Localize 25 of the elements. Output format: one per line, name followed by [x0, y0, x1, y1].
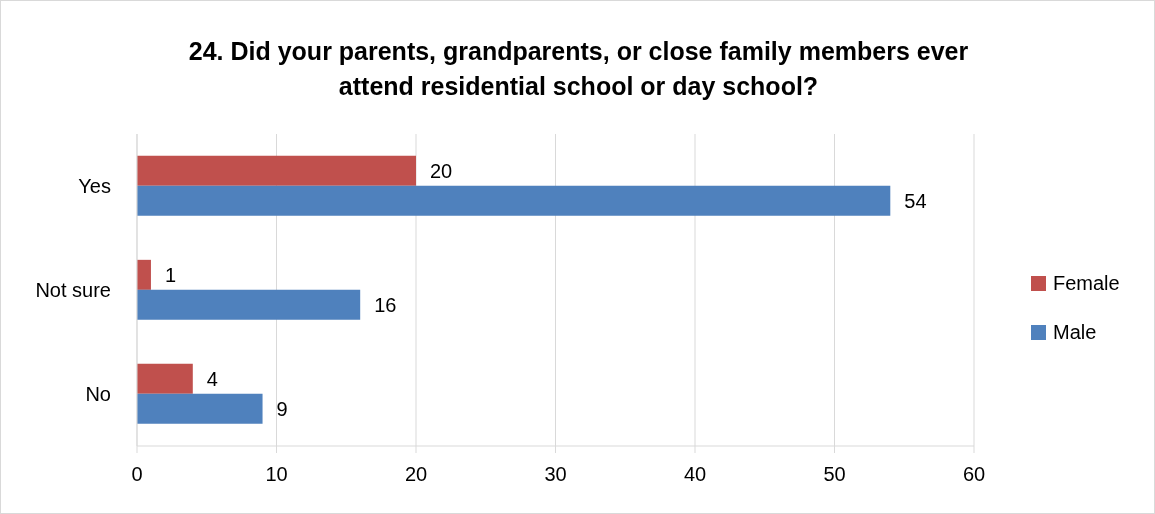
bar	[137, 185, 891, 216]
x-tick-label: 20	[404, 463, 428, 486]
x-tick-label: 50	[823, 463, 846, 486]
bar	[137, 155, 416, 186]
data-label: 16	[374, 293, 397, 316]
x-tick-label: 40	[683, 463, 707, 486]
y-tick-label: Not sure	[35, 279, 111, 302]
legend-label: Female	[1053, 271, 1120, 296]
data-label: 20	[430, 159, 453, 182]
x-tick-label: 60	[962, 463, 986, 486]
bar	[137, 363, 193, 394]
bar	[137, 259, 151, 290]
data-label: 4	[206, 367, 218, 390]
bar	[137, 289, 361, 320]
legend-label: Male	[1053, 320, 1097, 345]
data-label: 1	[164, 263, 177, 286]
chart-title: 24. Did your parents, grandparents, or close family members ever attend residential school or day school?	[187, 36, 970, 102]
x-tick-label: 10	[265, 463, 288, 486]
y-tick-label: Yes	[78, 175, 111, 198]
data-label: 54	[904, 189, 927, 212]
bar	[137, 393, 263, 424]
x-tick-label: 0	[131, 463, 143, 486]
data-label: 9	[276, 397, 288, 420]
y-tick-label: No	[85, 383, 111, 406]
x-tick-label: 30	[544, 463, 567, 486]
